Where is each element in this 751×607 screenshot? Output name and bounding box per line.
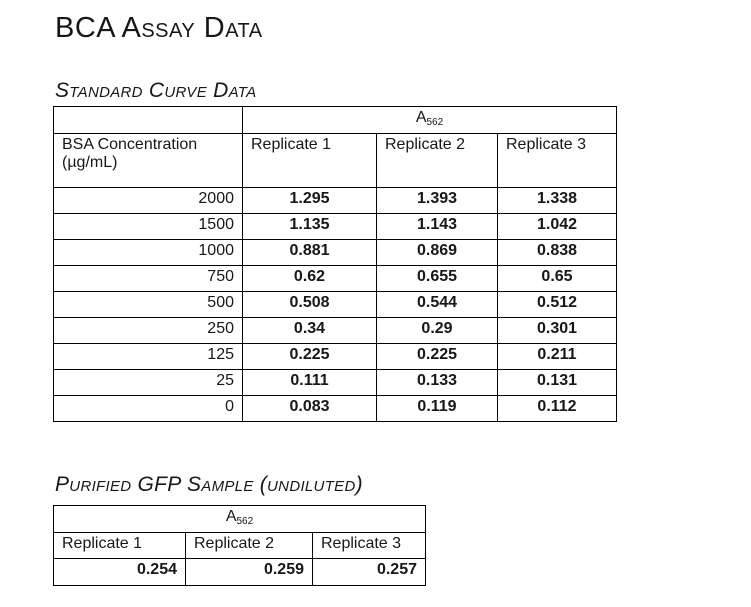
absorbance-cell: 1.135 bbox=[242, 213, 377, 240]
a562-subscript: 562 bbox=[236, 516, 254, 527]
gfp-absorbance-cell: 0.259 bbox=[185, 558, 313, 586]
empty-corner-cell bbox=[53, 106, 243, 134]
absorbance-cell: 0.34 bbox=[242, 317, 377, 344]
standard-curve-heading: Standard Curve Data bbox=[55, 79, 257, 102]
absorbance-cell: 0.29 bbox=[376, 317, 498, 344]
replicate-header-cell: Replicate 2 bbox=[185, 532, 313, 559]
absorbance-cell: 1.338 bbox=[497, 187, 617, 214]
absorbance-cell: 0.111 bbox=[242, 369, 377, 396]
concentration-cell: 1000 bbox=[53, 239, 243, 266]
replicate-header-cell: Replicate 1 bbox=[53, 532, 186, 559]
table-row: 750 0.62 0.655 0.65 bbox=[53, 265, 617, 292]
replicate-header-cell: Replicate 3 bbox=[312, 532, 426, 559]
table-row: 500 0.508 0.544 0.512 bbox=[53, 291, 617, 318]
concentration-cell: 750 bbox=[53, 265, 243, 292]
replicate-header-cell: Replicate 1 bbox=[242, 133, 377, 188]
absorbance-cell: 1.143 bbox=[376, 213, 498, 240]
absorbance-cell: 0.131 bbox=[497, 369, 617, 396]
concentration-cell: 2000 bbox=[53, 187, 243, 214]
absorbance-cell: 0.65 bbox=[497, 265, 617, 292]
absorbance-cell: 0.225 bbox=[376, 343, 498, 370]
replicate-header-cell: Replicate 3 bbox=[497, 133, 617, 188]
standard-curve-table: A562 BSA Concentration (µg/mL) Replicate … bbox=[53, 106, 617, 422]
table-row: A562 bbox=[53, 505, 426, 533]
absorbance-cell: 0.225 bbox=[242, 343, 377, 370]
a562-label: A bbox=[225, 508, 237, 525]
absorbance-cell: 0.133 bbox=[376, 369, 498, 396]
table-row: 25 0.111 0.133 0.131 bbox=[53, 369, 617, 396]
page-title: BCA Assay Data bbox=[55, 12, 263, 44]
absorbance-cell: 0.512 bbox=[497, 291, 617, 318]
absorbance-cell: 0.112 bbox=[497, 395, 617, 422]
table-row: 1500 1.135 1.143 1.042 bbox=[53, 213, 617, 240]
concentration-cell: 125 bbox=[53, 343, 243, 370]
concentration-cell: 500 bbox=[53, 291, 243, 318]
table-row: 250 0.34 0.29 0.301 bbox=[53, 317, 617, 344]
absorbance-cell: 0.211 bbox=[497, 343, 617, 370]
absorbance-cell: 0.083 bbox=[242, 395, 377, 422]
concentration-cell: 1500 bbox=[53, 213, 243, 240]
absorbance-cell: 0.544 bbox=[376, 291, 498, 318]
bsa-concentration-header-line2: (µg/mL) bbox=[62, 154, 118, 171]
table-row: 2000 1.295 1.393 1.338 bbox=[53, 187, 617, 214]
a562-header-cell: A562 bbox=[53, 505, 426, 533]
concentration-cell: 25 bbox=[53, 369, 243, 396]
replicate-header-cell: Replicate 2 bbox=[376, 133, 498, 188]
gfp-sample-table: A562 Replicate 1 Replicate 2 Replicate 3… bbox=[53, 505, 426, 586]
a562-subscript: 562 bbox=[426, 117, 444, 128]
absorbance-cell: 0.301 bbox=[497, 317, 617, 344]
absorbance-cell: 0.119 bbox=[376, 395, 498, 422]
absorbance-cell: 0.838 bbox=[497, 239, 617, 266]
gfp-absorbance-cell: 0.257 bbox=[312, 558, 426, 586]
concentration-cell: 0 bbox=[53, 395, 243, 422]
table-row: 1000 0.881 0.869 0.838 bbox=[53, 239, 617, 266]
absorbance-cell: 0.881 bbox=[242, 239, 377, 266]
concentration-cell: 250 bbox=[53, 317, 243, 344]
table-row: 0.254 0.259 0.257 bbox=[53, 558, 426, 586]
bsa-concentration-header-cell: BSA Concentration (µg/mL) bbox=[53, 133, 243, 188]
gfp-absorbance-cell: 0.254 bbox=[53, 558, 186, 586]
table-row: BSA Concentration (µg/mL) Replicate 1 Rep… bbox=[53, 133, 617, 188]
absorbance-cell: 0.655 bbox=[376, 265, 498, 292]
absorbance-cell: 1.042 bbox=[497, 213, 617, 240]
absorbance-cell: 1.393 bbox=[376, 187, 498, 214]
absorbance-cell: 0.869 bbox=[376, 239, 498, 266]
absorbance-cell: 0.62 bbox=[242, 265, 377, 292]
table-row: 0 0.083 0.119 0.112 bbox=[53, 395, 617, 422]
table-row: 125 0.225 0.225 0.211 bbox=[53, 343, 617, 370]
table-row: Replicate 1 Replicate 2 Replicate 3 bbox=[53, 532, 426, 559]
gfp-sample-heading: Purified GFP Sample (undiluted) bbox=[55, 473, 363, 496]
absorbance-cell: 1.295 bbox=[242, 187, 377, 214]
a562-label: A bbox=[415, 109, 427, 126]
a562-header-cell: A562 bbox=[242, 106, 617, 134]
absorbance-cell: 0.508 bbox=[242, 291, 377, 318]
table-row: A562 bbox=[53, 106, 617, 134]
bsa-concentration-header-line1: BSA Concentration bbox=[62, 136, 198, 153]
document-page: BCA Assay Data Standard Curve Data A562 … bbox=[53, 12, 617, 586]
